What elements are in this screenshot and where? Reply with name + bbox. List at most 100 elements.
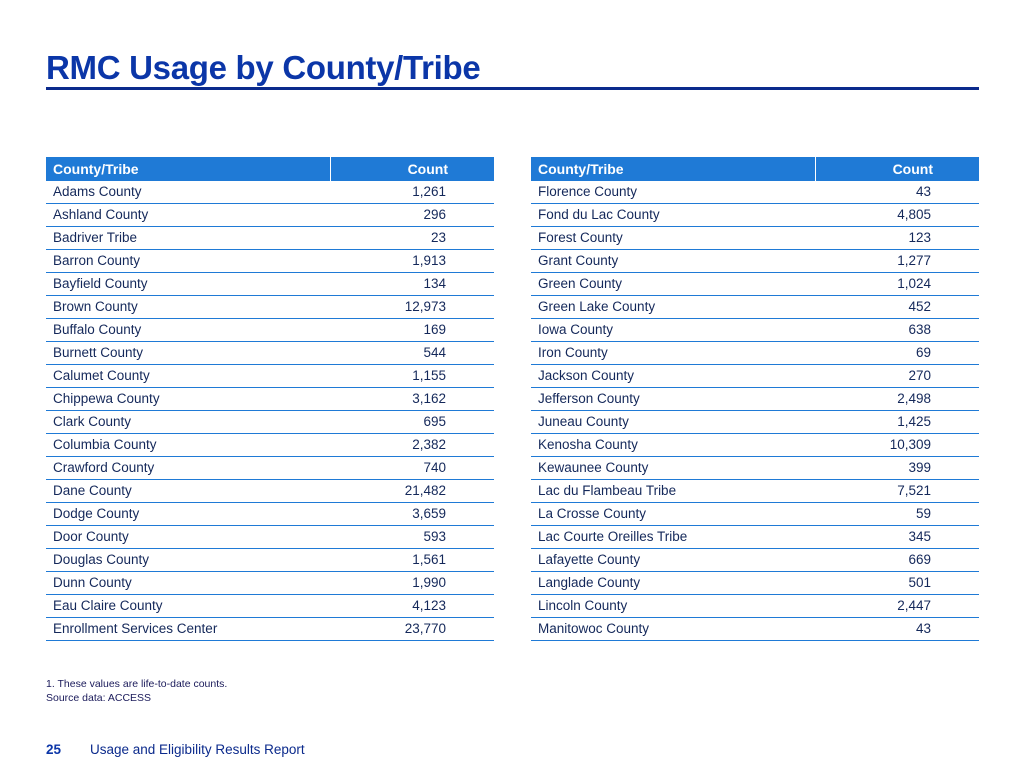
table-row: Green Lake County 452	[531, 295, 979, 319]
table-row: Douglas County 1,561	[46, 548, 494, 572]
county-tribe-cell: Langlade County	[531, 571, 816, 595]
count-cell: 10,309	[815, 433, 979, 457]
county-tribe-cell: Dunn County	[46, 571, 331, 595]
count-cell: 2,498	[815, 387, 979, 411]
county-tribe-cell: Adams County	[46, 181, 331, 204]
title-divider	[46, 87, 979, 90]
count-cell: 544	[330, 341, 494, 365]
county-tribe-cell: Juneau County	[531, 410, 816, 434]
table-row: Eau Claire County 4,123	[46, 594, 494, 618]
county-tribe-cell: Kenosha County	[531, 433, 816, 457]
table-row: Calumet County 1,155	[46, 364, 494, 388]
count-cell: 23	[330, 226, 494, 250]
table-row: Jackson County 270	[531, 364, 979, 388]
count-cell: 1,277	[815, 249, 979, 273]
county-tribe-cell: Clark County	[46, 410, 331, 434]
count-cell: 399	[815, 456, 979, 480]
count-cell: 1,561	[330, 548, 494, 572]
table-row: Florence County 43	[531, 181, 979, 204]
count-cell: 21,482	[330, 479, 494, 503]
table-row: Jefferson County 2,498	[531, 387, 979, 411]
table-row: Barron County 1,913	[46, 249, 494, 273]
county-tribe-cell: Bayfield County	[46, 272, 331, 296]
county-tribe-cell: La Crosse County	[531, 502, 816, 526]
table-row: Lac Courte Oreilles Tribe 345	[531, 525, 979, 549]
table-row: La Crosse County 59	[531, 502, 979, 526]
table-row: Juneau County 1,425	[531, 410, 979, 434]
county-tribe-cell: Dane County	[46, 479, 331, 503]
county-tribe-cell: Barron County	[46, 249, 331, 273]
county-tribe-cell: Lincoln County	[531, 594, 816, 618]
table-body: Adams County 1,261 Ashland County 296 Badriv…	[46, 181, 494, 641]
count-cell: 12,973	[330, 295, 494, 319]
table-row: Fond du Lac County 4,805	[531, 203, 979, 227]
county-tribe-cell: Dodge County	[46, 502, 331, 526]
county-tribe-cell: Eau Claire County	[46, 594, 331, 618]
table-row: Burnett County 544	[46, 341, 494, 365]
column-header-count: Count	[815, 157, 979, 181]
count-cell: 7,521	[815, 479, 979, 503]
count-cell: 1,425	[815, 410, 979, 434]
table-header-row: County/Tribe Count	[46, 157, 494, 181]
county-tribe-cell: Calumet County	[46, 364, 331, 388]
county-tribe-cell: Lac du Flambeau Tribe	[531, 479, 816, 503]
count-cell: 3,162	[330, 387, 494, 411]
county-tribe-cell: Columbia County	[46, 433, 331, 457]
count-cell: 638	[815, 318, 979, 342]
table-row: Crawford County 740	[46, 456, 494, 480]
table-row: Iowa County 638	[531, 318, 979, 342]
table-row: Kewaunee County 399	[531, 456, 979, 480]
table-row: Green County 1,024	[531, 272, 979, 296]
county-tribe-cell: Green Lake County	[531, 295, 816, 319]
county-tribe-cell: Douglas County	[46, 548, 331, 572]
count-cell: 43	[815, 181, 979, 204]
county-tribe-cell: Iron County	[531, 341, 816, 365]
table-body: Florence County 43 Fond du Lac County 4,805…	[531, 181, 979, 641]
count-cell: 169	[330, 318, 494, 342]
table-row: Door County 593	[46, 525, 494, 549]
count-cell: 2,382	[330, 433, 494, 457]
count-cell: 69	[815, 341, 979, 365]
count-cell: 134	[330, 272, 494, 296]
table-row: Chippewa County 3,162	[46, 387, 494, 411]
table-row: Kenosha County 10,309	[531, 433, 979, 457]
county-tribe-cell: Chippewa County	[46, 387, 331, 411]
count-cell: 593	[330, 525, 494, 549]
count-cell: 740	[330, 456, 494, 480]
count-cell: 669	[815, 548, 979, 572]
county-tribe-cell: Fond du Lac County	[531, 203, 816, 227]
table-row: Enrollment Services Center 23,770	[46, 617, 494, 641]
county-tribe-cell: Ashland County	[46, 203, 331, 227]
table-row: Dunn County 1,990	[46, 571, 494, 595]
county-tribe-cell: Crawford County	[46, 456, 331, 480]
column-header-county-tribe: County/Tribe	[531, 157, 816, 181]
county-table-left: County/Tribe Count Adams County 1,261 Ashl…	[46, 157, 494, 641]
county-tribe-cell: Florence County	[531, 181, 816, 204]
county-tribe-cell: Buffalo County	[46, 318, 331, 342]
table-row: Columbia County 2,382	[46, 433, 494, 457]
county-tribe-cell: Lac Courte Oreilles Tribe	[531, 525, 816, 549]
count-cell: 1,024	[815, 272, 979, 296]
count-cell: 59	[815, 502, 979, 526]
count-cell: 1,913	[330, 249, 494, 273]
table-row: Ashland County 296	[46, 203, 494, 227]
table-row: Lincoln County 2,447	[531, 594, 979, 618]
page-footer: 25 Usage and Eligibility Results Report	[46, 742, 305, 757]
page-number: 25	[46, 742, 62, 757]
table-row: Grant County 1,277	[531, 249, 979, 273]
count-cell: 501	[815, 571, 979, 595]
table-row: Adams County 1,261	[46, 181, 494, 204]
count-cell: 452	[815, 295, 979, 319]
source-note: Source data: ACCESS	[46, 692, 152, 704]
county-tribe-cell: Enrollment Services Center	[46, 617, 331, 641]
count-cell: 1,155	[330, 364, 494, 388]
county-tribe-cell: Brown County	[46, 295, 331, 319]
county-tribe-cell: Badriver Tribe	[46, 226, 331, 250]
table-row: Langlade County 501	[531, 571, 979, 595]
count-cell: 43	[815, 617, 979, 641]
county-table-right: County/Tribe Count Florence County 43 Fond…	[531, 157, 979, 641]
count-cell: 4,123	[330, 594, 494, 618]
table-row: Badriver Tribe 23	[46, 226, 494, 250]
count-cell: 695	[330, 410, 494, 434]
column-header-count: Count	[330, 157, 494, 181]
